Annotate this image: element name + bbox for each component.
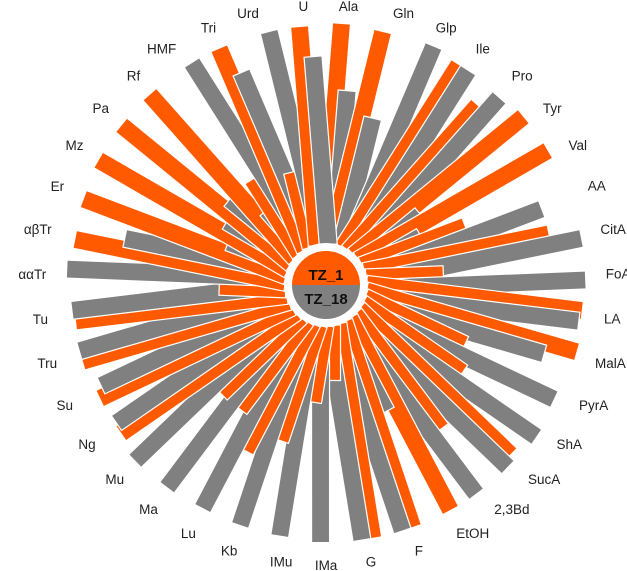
hub-top xyxy=(292,251,360,285)
hub-bottom xyxy=(292,285,360,319)
category-label: F xyxy=(415,544,423,559)
category-label: CitA xyxy=(600,222,626,237)
category-label: Mz xyxy=(65,138,83,153)
center-label-bottom: TZ_18 xyxy=(304,291,347,308)
category-label: Tri xyxy=(201,20,216,35)
category-label: AA xyxy=(588,179,606,194)
category-label: Tyr xyxy=(543,101,562,116)
category-labels: Ala Gln Glp Ile Pro Tyr Val AA CitA FoA LA MalA PyrA… xyxy=(18,0,627,571)
category-label: PyrA xyxy=(579,398,608,413)
category-label: Pro xyxy=(512,68,533,83)
category-label: Lu xyxy=(181,526,196,541)
category-label: ααTr xyxy=(18,267,46,282)
bars-group xyxy=(65,22,587,544)
category-label: Tu xyxy=(33,312,48,327)
category-label: Tru xyxy=(37,356,57,371)
category-label: Urd xyxy=(237,6,259,21)
category-label: LA xyxy=(604,312,621,327)
category-label: Pa xyxy=(93,101,110,116)
category-label: Su xyxy=(57,398,74,413)
category-label: Rf xyxy=(127,68,141,83)
category-label: Ala xyxy=(339,0,359,14)
category-label: Er xyxy=(51,179,65,194)
category-label: Kb xyxy=(221,544,238,559)
center-label-top: TZ_1 xyxy=(308,267,343,284)
category-label: U xyxy=(299,0,309,14)
category-label: ShA xyxy=(556,437,582,452)
category-label: αβTr xyxy=(24,222,52,237)
category-label: Val xyxy=(568,138,587,153)
category-label: IMa xyxy=(315,558,338,571)
category-label: SucA xyxy=(528,472,560,487)
category-label: HMF xyxy=(147,41,176,56)
category-label: G xyxy=(366,554,377,569)
category-label: 2,3Bd xyxy=(494,502,529,517)
category-label: Glp xyxy=(436,20,457,35)
category-label: Ma xyxy=(139,502,158,517)
category-label: Gln xyxy=(393,6,414,21)
category-label: Ile xyxy=(476,41,490,56)
category-label: Ng xyxy=(78,437,95,452)
category-label: MalA xyxy=(595,356,626,371)
category-label: EtOH xyxy=(456,526,489,541)
category-label: IMu xyxy=(270,554,293,569)
category-label: Mu xyxy=(105,472,124,487)
category-label: FoA xyxy=(606,267,627,282)
center-hub: TZ_1 TZ_18 xyxy=(292,251,360,319)
